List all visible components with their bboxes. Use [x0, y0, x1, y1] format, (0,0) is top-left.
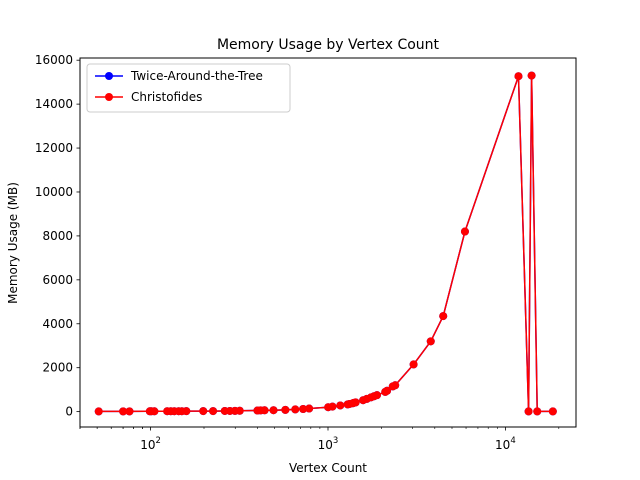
y-tick-label: 10000 — [35, 185, 73, 199]
legend-marker-0 — [105, 72, 113, 80]
x-axis-label: Vertex Count — [289, 461, 367, 475]
series-point-1 — [269, 406, 278, 415]
x-tick-label: 103 — [318, 436, 339, 452]
legend: Twice-Around-the-Tree Christofides — [86, 63, 291, 113]
series-point-1 — [460, 227, 469, 236]
plot-area: 0200040006000800010000120001400016000102… — [35, 53, 577, 452]
series-point-1 — [199, 407, 208, 416]
series-point-1 — [281, 405, 290, 414]
y-axis-label: Memory Usage (MB) — [6, 182, 20, 304]
series-point-1 — [439, 312, 448, 321]
x-tick-base: 10 — [140, 438, 155, 452]
x-tick-base: 10 — [318, 438, 333, 452]
series-point-1 — [548, 407, 557, 416]
legend-frame — [86, 63, 291, 113]
series-point-1 — [373, 391, 381, 400]
series-point-1 — [533, 407, 542, 416]
series-point-1 — [351, 398, 360, 407]
y-tick-label: 2000 — [42, 361, 73, 375]
x-tick-label: 102 — [140, 436, 161, 452]
series-point-1 — [527, 71, 536, 80]
x-tick-exponent: 3 — [333, 436, 338, 446]
legend-label-1: Christofides — [131, 90, 202, 104]
series-point-1 — [305, 404, 314, 413]
series-point-1 — [409, 360, 418, 369]
series-point-1 — [299, 404, 308, 413]
series-point-1 — [94, 407, 103, 416]
y-tick-label: 8000 — [42, 229, 73, 243]
x-tick-label: 104 — [495, 436, 516, 452]
series-point-1 — [391, 381, 400, 390]
y-tick-label: 0 — [65, 405, 73, 419]
series-line-1 — [98, 74, 553, 413]
series-point-1 — [235, 406, 244, 415]
y-tick-label: 16000 — [35, 53, 73, 67]
plot-frame — [79, 57, 577, 428]
series-point-1 — [383, 386, 392, 395]
x-tick-exponent: 2 — [156, 436, 161, 446]
series-point-1 — [524, 407, 533, 416]
series-point-1 — [150, 407, 159, 416]
series-point-1 — [119, 407, 128, 416]
x-tick-base: 10 — [495, 438, 510, 452]
series-line-0 — [98, 74, 553, 413]
series-point-1 — [209, 407, 218, 416]
series-point-1 — [328, 402, 337, 411]
series-point-1 — [260, 406, 269, 415]
y-tick-label: 14000 — [35, 97, 73, 111]
y-tick-label: 12000 — [35, 141, 73, 155]
series-point-1 — [125, 407, 134, 416]
series-point-1 — [336, 401, 345, 410]
chart-title: Memory Usage by Vertex Count — [217, 37, 440, 53]
legend-label-0: Twice-Around-the-Tree — [130, 69, 263, 83]
series-point-1 — [426, 337, 435, 346]
series-point-1 — [182, 407, 191, 416]
y-tick-label: 6000 — [42, 273, 73, 287]
x-tick-exponent: 4 — [510, 436, 515, 446]
legend-marker-1 — [105, 93, 113, 101]
series-point-1 — [514, 72, 523, 81]
series-point-1 — [291, 405, 300, 414]
y-tick-label: 4000 — [42, 317, 73, 331]
